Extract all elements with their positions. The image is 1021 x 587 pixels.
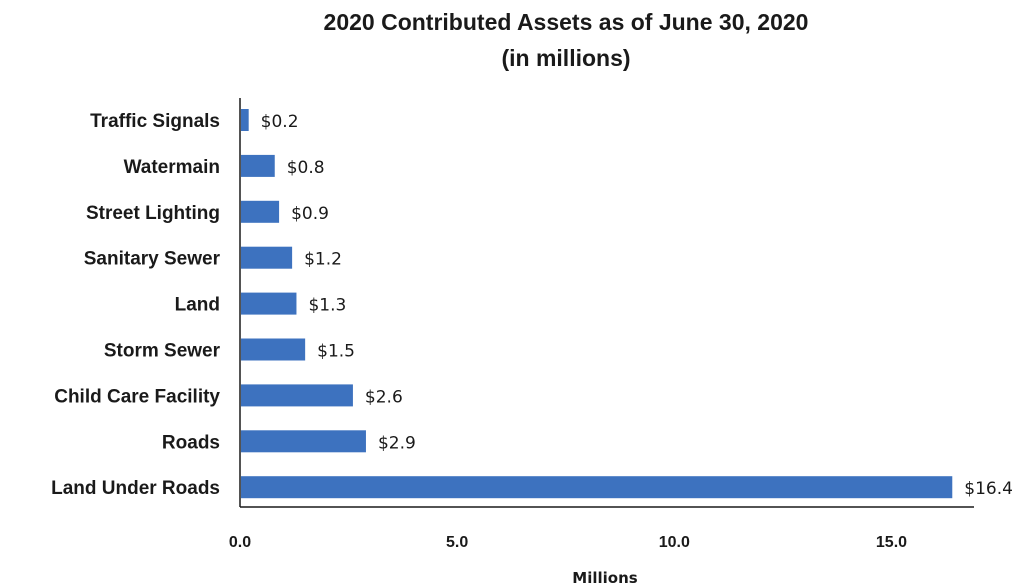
category-label-street-lighting: Street Lighting	[86, 203, 220, 224]
category-label-child-care-facility: Child Care Facility	[54, 386, 220, 407]
data-label-watermain: $0.8	[287, 158, 325, 178]
data-label-storm-sewer: $1.5	[317, 342, 355, 362]
x-axis-title: Millions	[572, 569, 637, 587]
data-label-sanitary-sewer: $1.2	[304, 250, 342, 270]
data-label-land: $1.3	[308, 296, 346, 316]
bar-land	[241, 292, 297, 315]
bar-traffic-signals	[241, 109, 249, 131]
data-label-land-under-roads: $16.4	[964, 479, 1013, 499]
category-label-sanitary-sewer: Sanitary Sewer	[84, 249, 221, 270]
bar-child-care-facility	[241, 384, 353, 407]
x-tick-label: 0.0	[229, 534, 251, 551]
data-label-street-lighting: $0.9	[291, 204, 329, 224]
data-label-roads: $2.9	[378, 433, 416, 453]
chart-subtitle: (in millions)	[501, 45, 630, 71]
category-label-roads: Roads	[162, 432, 220, 453]
bar-roads	[241, 430, 366, 453]
x-tick-label: 5.0	[446, 534, 468, 551]
chart-title: 2020 Contributed Assets as of June 30, 2…	[324, 9, 809, 35]
category-label-land: Land	[175, 295, 220, 316]
bar-watermain	[241, 154, 275, 177]
category-label-storm-sewer: Storm Sewer	[104, 341, 221, 362]
bar-street-lighting	[241, 200, 280, 223]
data-label-traffic-signals: $0.2	[261, 112, 299, 132]
x-tick-label: 10.0	[659, 534, 690, 551]
x-tick-label: 15.0	[876, 534, 907, 551]
bar-land-under-roads	[241, 476, 953, 499]
axis-layer: 0.0 5.0 10.0 15.0	[229, 98, 974, 551]
category-label-traffic-signals: Traffic Signals	[90, 111, 220, 132]
category-label-land-under-roads: Land Under Roads	[51, 478, 220, 499]
category-label-watermain: Watermain	[124, 157, 220, 178]
bars-layer: Traffic Signals $0.2 Watermain $0.8 Street L…	[51, 109, 1013, 499]
bar-sanitary-sewer	[241, 246, 293, 269]
bar-storm-sewer	[241, 338, 306, 361]
data-label-child-care-facility: $2.6	[365, 387, 403, 407]
